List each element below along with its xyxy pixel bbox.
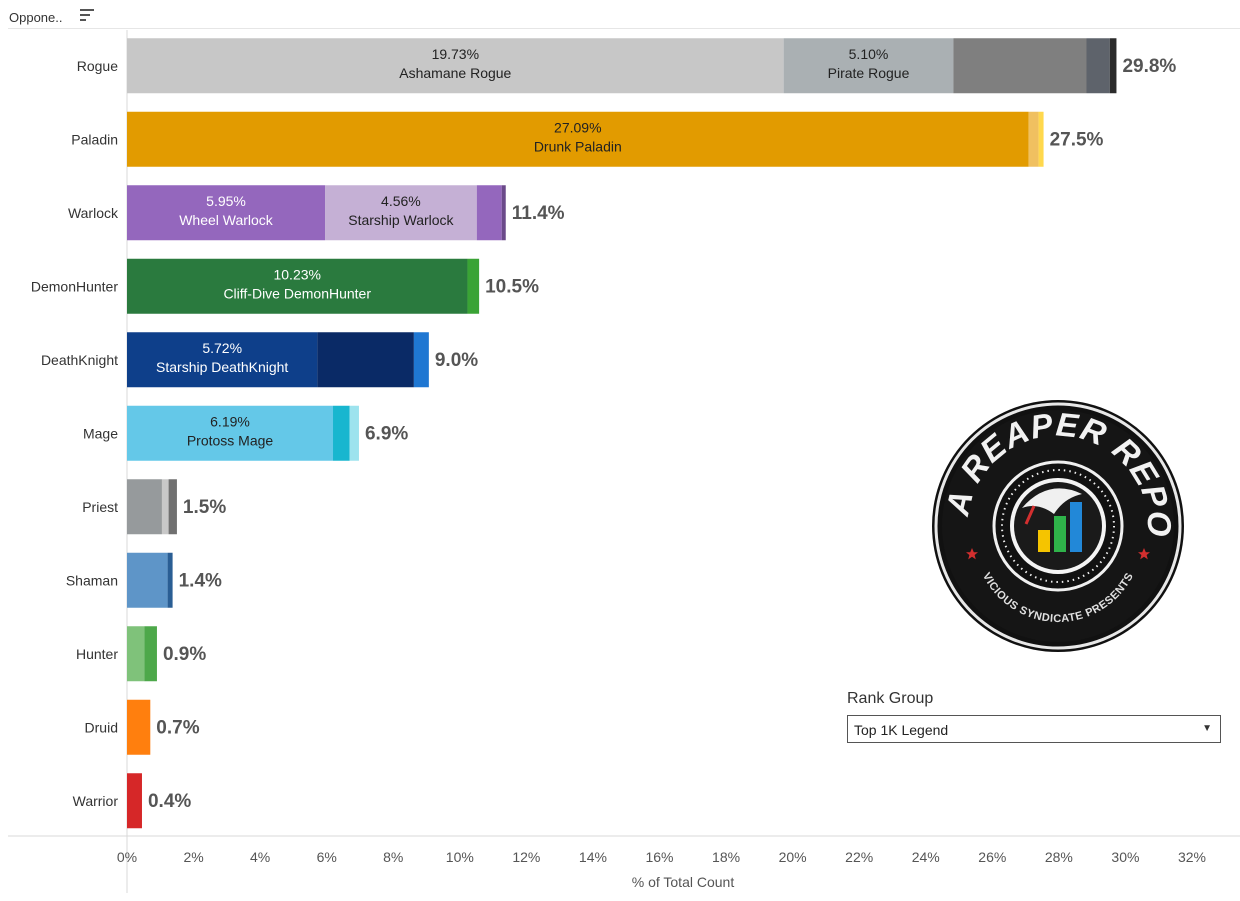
bar-segment[interactable] — [167, 552, 173, 608]
x-tick-label: 6% — [317, 849, 337, 865]
x-tick-label: 10% — [446, 849, 474, 865]
bar-segment[interactable] — [127, 38, 784, 94]
segment-percent-label: 27.09% — [554, 119, 601, 135]
segment-name-label: Ashamane Rogue — [399, 65, 511, 81]
chevron-down-icon[interactable]: ▼ — [1202, 723, 1212, 734]
category-label: DeathKnight — [41, 352, 118, 368]
bar-segment[interactable] — [1038, 111, 1044, 167]
x-tick-label: 20% — [779, 849, 807, 865]
segment-percent-label: 4.56% — [381, 193, 421, 209]
category-label: Paladin — [71, 131, 118, 147]
category-label: Rogue — [77, 58, 118, 74]
segment-percent-label: 5.95% — [206, 193, 246, 209]
segment-name-label: Wheel Warlock — [179, 212, 274, 228]
segment-percent-label: 10.23% — [273, 266, 320, 282]
bar-segment[interactable] — [501, 185, 506, 241]
rank-group-dropdown[interactable]: Top 1K Legend ▼ — [847, 715, 1221, 743]
bar-segment[interactable] — [127, 185, 326, 241]
rank-group-selected-value: Top 1K Legend — [854, 722, 949, 738]
bar-segment[interactable] — [1109, 38, 1117, 94]
bar-segment[interactable] — [127, 479, 162, 535]
bar-total-label: 27.5% — [1050, 129, 1104, 150]
category-label: Mage — [83, 425, 118, 441]
bar-segment[interactable] — [168, 479, 177, 535]
header-divider — [8, 28, 1240, 29]
bar-segment[interactable] — [476, 185, 502, 241]
category-label: Shaman — [66, 572, 118, 588]
x-tick-label: 28% — [1045, 849, 1073, 865]
rank-group-label: Rank Group — [847, 690, 934, 707]
bar-segment[interactable] — [333, 405, 350, 461]
segment-percent-label: 5.10% — [849, 46, 889, 62]
segment-percent-label: 6.19% — [210, 413, 250, 429]
x-tick-label: 30% — [1111, 849, 1139, 865]
bar-segment[interactable] — [783, 38, 954, 94]
x-tick-label: 16% — [645, 849, 673, 865]
sort-icon[interactable] — [80, 9, 94, 21]
segment-name-label: Starship Warlock — [348, 212, 454, 228]
category-label: Hunter — [76, 646, 118, 662]
x-tick-label: 18% — [712, 849, 740, 865]
bar-segment[interactable] — [127, 552, 168, 608]
bar-total-label: 1.4% — [179, 570, 222, 591]
bar-segment[interactable] — [413, 332, 429, 388]
bar-total-label: 6.9% — [365, 423, 408, 444]
bar-segment[interactable] — [1086, 38, 1110, 94]
category-label: Druid — [85, 719, 118, 735]
x-tick-label: 26% — [978, 849, 1006, 865]
bar-total-label: 29.8% — [1122, 56, 1176, 77]
segment-name-label: Cliff-Dive DemonHunter — [223, 285, 371, 301]
x-tick-label: 8% — [383, 849, 403, 865]
segment-percent-label: 19.73% — [432, 46, 479, 62]
header-field-label: Oppone.. — [9, 10, 63, 25]
x-tick-label: 0% — [117, 849, 137, 865]
bar-segment[interactable] — [127, 258, 468, 314]
category-label: DemonHunter — [31, 278, 118, 294]
segment-name-label: Protoss Mage — [187, 432, 274, 448]
bar-segment[interactable] — [127, 332, 318, 388]
bar-total-label: 1.5% — [183, 497, 226, 518]
bar-total-label: 0.7% — [156, 717, 199, 738]
bar-total-label: 0.4% — [148, 791, 191, 812]
data-reaper-logo: DATA REAPER REPORT VICIOUS SYNDICATE PRE… — [930, 398, 1184, 652]
bar-total-label: 11.4% — [512, 203, 565, 224]
bar-segment[interactable] — [349, 405, 359, 461]
x-tick-label: 14% — [579, 849, 607, 865]
bar-total-label: 10.5% — [485, 276, 539, 297]
bar-segment[interactable] — [953, 38, 1087, 94]
bar-total-label: 9.0% — [435, 350, 478, 371]
bar-segment[interactable] — [127, 699, 151, 755]
bar-segment[interactable] — [317, 332, 414, 388]
bar-segment[interactable] — [467, 258, 480, 314]
bar-segment[interactable] — [127, 626, 145, 682]
x-tick-label: 22% — [845, 849, 873, 865]
category-label: Warrior — [73, 793, 119, 809]
bar-segment[interactable] — [325, 185, 477, 241]
segment-name-label: Pirate Rogue — [828, 65, 910, 81]
x-tick-label: 2% — [183, 849, 203, 865]
bar-segment[interactable] — [144, 626, 157, 682]
x-tick-label: 24% — [912, 849, 940, 865]
bar-segment[interactable] — [127, 111, 1029, 167]
x-tick-label: 4% — [250, 849, 270, 865]
bar-segment[interactable] — [161, 479, 169, 535]
x-tick-label: 12% — [512, 849, 540, 865]
bar-segment[interactable] — [127, 773, 142, 829]
category-label: Priest — [82, 499, 118, 515]
bar-total-label: 0.9% — [163, 644, 206, 665]
x-axis-title: % of Total Count — [632, 874, 735, 890]
segment-name-label: Drunk Paladin — [534, 138, 622, 154]
segment-percent-label: 5.72% — [202, 340, 242, 356]
bar-segment[interactable] — [127, 405, 334, 461]
bar-segment[interactable] — [1028, 111, 1039, 167]
x-tick-label: 32% — [1178, 849, 1206, 865]
segment-name-label: Starship DeathKnight — [156, 359, 288, 375]
category-label: Warlock — [68, 205, 119, 221]
